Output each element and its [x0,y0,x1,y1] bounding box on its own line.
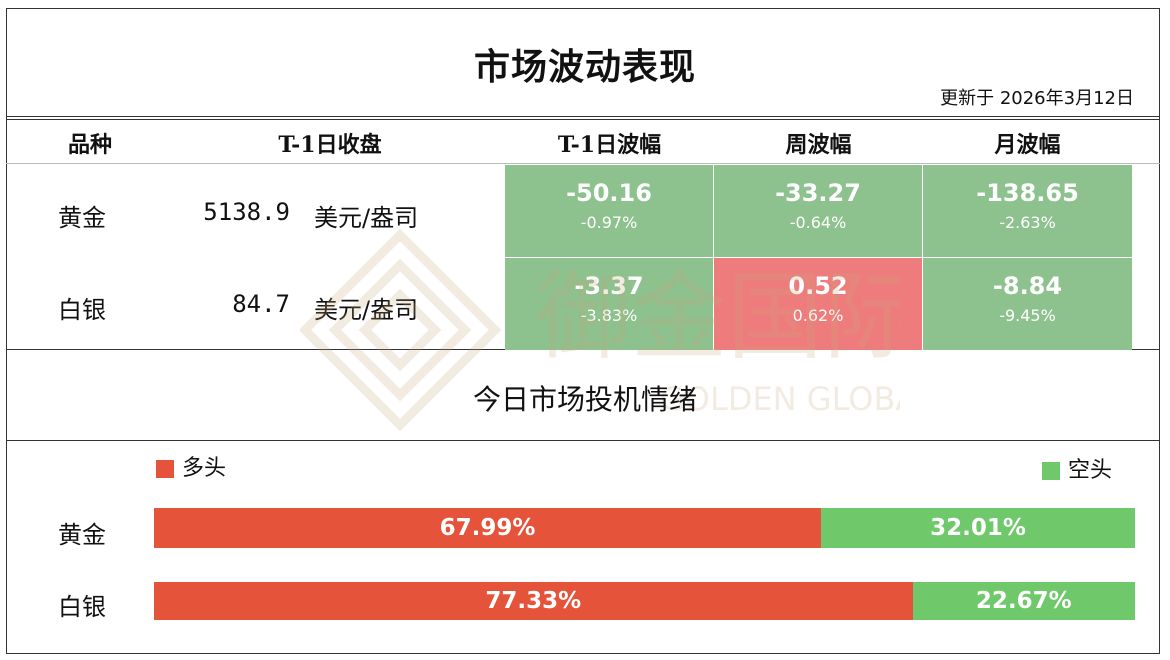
silver-month-cell: -8.84 -9.45% [923,258,1132,350]
short-swatch-icon [1042,462,1060,480]
gold-short-segment: 32.01% [820,508,1135,548]
row-gold-close: 5138.9 [203,198,290,226]
sentiment-bar-gold: 67.99% 32.01% [154,508,1135,548]
silver-week-value: 0.52 [788,272,848,300]
header-variety: 品种 [67,132,112,158]
silver-month-pct: -9.45% [999,306,1056,325]
legend-short-label: 空头 [1068,458,1113,483]
gold-day-value: -50.16 [566,179,652,207]
gold-month-value: -138.65 [976,179,1079,207]
gold-day-pct: -0.97% [580,213,638,232]
row-silver-close: 84.7 [232,290,290,318]
gold-week-cell: -33.27 -0.64% [714,165,923,257]
silver-day-pct: -3.83% [580,306,638,325]
sentiment-bar-silver: 77.33% 22.67% [154,582,1135,620]
gold-day-cell: -50.16 -0.97% [505,165,714,257]
row-gold-unit: 美元/盎司 [314,204,419,232]
silver-short-segment: 22.67% [912,582,1135,620]
row-silver-unit: 美元/盎司 [314,296,419,324]
legend-long-label: 多头 [182,456,227,481]
silver-day-value: -3.37 [574,272,644,300]
silver-month-value: -8.84 [992,272,1063,300]
silver-week-cell: 0.52 0.62% [714,258,923,350]
divider [6,119,1160,120]
row-gold-name: 黄金 [58,204,106,232]
page-title: 市场波动表现 [473,46,696,88]
legend-long: 多头 [156,450,226,482]
divider [6,440,1160,441]
silver-long-value: 77.33% [485,588,582,614]
divider [6,163,1160,164]
gold-week-pct: -0.64% [789,213,847,232]
silver-short-value: 22.67% [975,588,1072,614]
legend-short: 空头 [1042,452,1112,484]
gold-month-pct: -2.63% [999,213,1056,232]
silver-week-pct: 0.62% [792,306,844,325]
long-swatch-icon [156,460,174,478]
header-day-range: T-1日波幅 [557,132,662,158]
header-week-range: 周波幅 [785,132,852,158]
updated-date: 更新于 2026年3月12日 [940,88,1134,109]
header-close: T-1日收盘 [278,132,382,158]
sentiment-title: 今日市场投机情绪 [472,383,697,416]
gold-long-value: 67.99% [439,515,536,541]
gold-month-cell: -138.65 -2.63% [923,165,1132,257]
silver-long-segment: 77.33% [154,582,913,620]
divider [6,116,1160,117]
row-silver-name: 白银 [58,296,106,324]
gold-long-segment: 67.99% [154,508,821,548]
sentiment-gold-name: 黄金 [58,521,106,549]
header-month-range: 月波幅 [994,132,1061,158]
sentiment-silver-name: 白银 [58,593,106,621]
gold-short-value: 32.01% [930,515,1026,541]
gold-week-value: -33.27 [775,179,861,207]
silver-day-cell: -3.37 -3.83% [505,258,714,350]
